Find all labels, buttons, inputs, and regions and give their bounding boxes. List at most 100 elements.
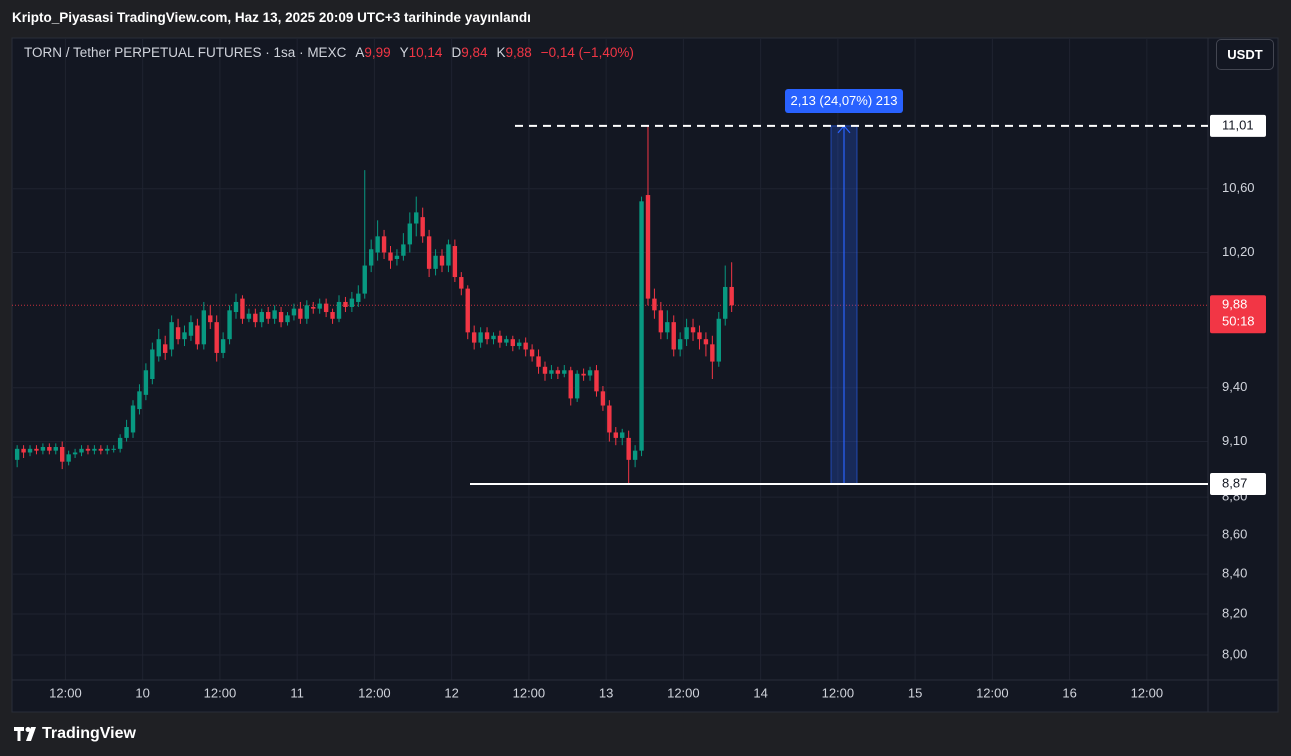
candle-body	[27, 448, 33, 453]
candle-body	[53, 447, 58, 451]
candle-body	[66, 454, 71, 462]
candle-body	[40, 447, 46, 451]
change: −0,14 (−1,40%)	[540, 45, 634, 60]
x-tick-label: 11	[290, 685, 304, 700]
y-tick-label: 8,00	[1222, 646, 1247, 661]
candle-body	[214, 322, 219, 353]
candle-body	[562, 370, 567, 374]
candle-body	[388, 252, 393, 261]
candle-body	[227, 310, 232, 340]
candle-body	[607, 405, 612, 433]
y-tick-label: 10,60	[1222, 180, 1255, 195]
candle-body	[433, 255, 438, 269]
candle-body	[677, 339, 683, 350]
ohlc-key: Y	[399, 45, 409, 60]
x-tick-label: 12:00	[1131, 685, 1164, 700]
candle-body	[330, 312, 335, 319]
candle-body	[600, 391, 606, 406]
y-tick-label: 8,20	[1222, 605, 1247, 620]
footer-brand: TradingView	[42, 725, 136, 742]
candle-body	[478, 332, 483, 343]
candle-body	[156, 339, 161, 357]
candle-body	[394, 255, 400, 260]
candle-body	[459, 277, 464, 289]
x-tick-label: 14	[753, 685, 767, 700]
published-note: Kripto_Piyasasi TradingView.com, Haz 13,…	[12, 10, 531, 25]
ohlc-value: 9,99	[364, 45, 391, 60]
x-tick-label: 10	[135, 685, 149, 700]
last-price-label: 9,88	[1222, 297, 1247, 312]
candle-body	[98, 448, 104, 451]
currency-button[interactable]: USDT	[1216, 39, 1274, 70]
candle-body	[368, 249, 374, 266]
candle-body	[510, 339, 516, 347]
x-tick-label: 16	[1062, 685, 1076, 700]
candle-body	[21, 448, 26, 453]
candle-body	[79, 448, 84, 453]
x-tick-label: 12	[444, 685, 458, 700]
x-tick-label: 12:00	[822, 685, 855, 700]
candle-body	[278, 312, 284, 323]
measure-label: 2,13 (24,07%) 213	[791, 93, 898, 108]
x-tick-label: 12:00	[667, 685, 700, 700]
candle-body	[14, 448, 20, 460]
candle-body	[710, 344, 715, 362]
candle-body	[555, 370, 561, 374]
y-tick-label: 8,60	[1222, 527, 1247, 542]
price-label: 11,01	[1222, 117, 1254, 132]
candle-body	[632, 450, 638, 460]
candle-body	[188, 322, 194, 336]
candle-body	[220, 339, 226, 353]
candle-body	[291, 308, 297, 316]
candle-body	[407, 223, 413, 245]
price-label-box	[1210, 114, 1266, 137]
candle-body	[639, 201, 644, 451]
chart-pane	[11, 37, 1279, 713]
symbol: TORN / Tether PERPETUAL FUTURES · 1sa · …	[24, 45, 347, 60]
x-tick-label: 12:00	[513, 685, 546, 700]
candle-body	[671, 322, 676, 350]
candle-body	[259, 312, 264, 323]
candle-body	[401, 244, 406, 256]
candle-body	[574, 373, 580, 399]
y-tick-label: 9,10	[1222, 433, 1247, 448]
x-tick-label: 12:00	[976, 685, 1009, 700]
candle-body	[529, 349, 535, 357]
price-label: 8,87	[1222, 475, 1247, 490]
candle-body	[420, 217, 425, 237]
candle-body	[439, 255, 445, 266]
candle-body	[111, 448, 116, 450]
candle-body	[246, 313, 252, 319]
candle-body	[105, 448, 110, 451]
candle-body	[253, 313, 258, 323]
candle-body	[163, 344, 168, 353]
candle-body	[137, 391, 142, 410]
candle-body	[491, 335, 496, 340]
candle-body	[272, 310, 277, 319]
candle-body	[697, 332, 702, 340]
candle-body	[381, 236, 387, 253]
candle-body	[375, 236, 380, 253]
candle-body	[426, 236, 432, 269]
candle-body	[34, 448, 39, 451]
candle-body	[729, 286, 734, 306]
candle-body	[504, 339, 509, 343]
candle-body	[536, 356, 541, 367]
candle-body	[652, 298, 657, 311]
x-tick-label: 13	[599, 685, 613, 700]
candle-body	[117, 437, 123, 449]
price-label-box	[1210, 472, 1266, 495]
candle-body	[60, 447, 65, 462]
candle-body	[658, 310, 664, 333]
candle-body	[452, 246, 458, 278]
candle-body	[169, 322, 174, 350]
candle-body	[72, 452, 78, 455]
candle-body	[298, 308, 303, 319]
candle-body	[265, 312, 271, 319]
candle-body	[665, 322, 670, 333]
candle-body	[690, 327, 696, 333]
ohlc-value: 9,88	[505, 45, 532, 60]
candle-body	[684, 327, 689, 340]
